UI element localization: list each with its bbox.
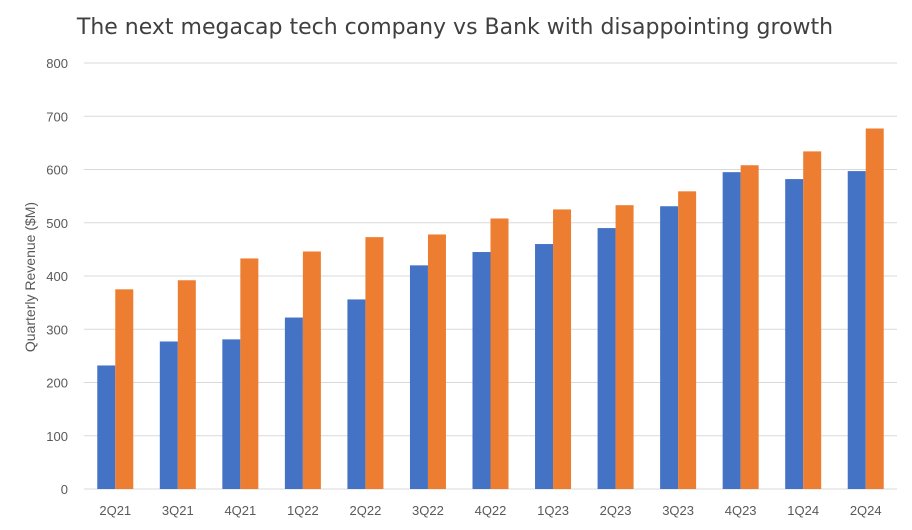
bar-series-2	[302, 251, 321, 489]
bar-series-1	[159, 341, 178, 489]
y-tick-label: 300	[46, 322, 68, 337]
x-tick-label: 2Q23	[600, 503, 632, 518]
bar-series-2	[678, 191, 697, 489]
bar-series-2	[115, 289, 134, 489]
bar-series-2	[803, 151, 822, 489]
x-tick-label: 1Q22	[287, 503, 319, 518]
x-tick-label: 4Q23	[725, 503, 757, 518]
y-tick-label: 600	[46, 163, 68, 178]
x-tick-label: 2Q21	[99, 503, 131, 518]
bar-series-1	[284, 317, 303, 489]
bar-series-1	[847, 171, 866, 489]
y-tick-label: 100	[46, 429, 68, 444]
bar-series-1	[472, 252, 491, 489]
y-tick-label: 800	[46, 56, 68, 71]
x-tick-label: 3Q21	[162, 503, 194, 518]
x-tick-label: 2Q22	[350, 503, 382, 518]
bar-series-2	[553, 209, 572, 489]
x-tick-label: 1Q24	[787, 503, 819, 518]
y-tick-label: 700	[46, 109, 68, 124]
x-tick-label: 4Q22	[475, 503, 507, 518]
x-tick-label: 4Q21	[224, 503, 256, 518]
bar-series-2	[490, 218, 509, 490]
bar-series-2	[365, 237, 384, 489]
bar-series-1	[535, 244, 554, 489]
bar-series-1	[97, 365, 116, 489]
bar-series-2	[740, 165, 759, 490]
bar-series-1	[347, 299, 366, 489]
x-tick-label: 2Q24	[850, 503, 882, 518]
bar-series-1	[785, 179, 804, 489]
y-tick-label: 400	[46, 269, 68, 284]
x-axis-ticks: 2Q21 3Q21 4Q21 1Q22 2Q22 3Q22 4Q22 1Q23 2Q23 3Q23…	[99, 503, 881, 518]
bar-series-1	[722, 172, 741, 489]
bar-series-2	[177, 280, 196, 489]
bar-series-1	[660, 206, 679, 489]
bar-series-2	[865, 128, 884, 489]
bar-series-2	[240, 258, 259, 489]
y-tick-label: 200	[46, 376, 68, 391]
bar-series-2	[427, 234, 446, 489]
chart-title: The next megacap tech company vs Bank wi…	[76, 15, 833, 40]
bars	[97, 128, 884, 490]
y-axis-ticks: 0 100 200 300 400 500 600 700 800	[46, 56, 68, 497]
bar-series-1	[409, 265, 428, 489]
bar-series-2	[615, 205, 634, 490]
x-tick-label: 3Q22	[412, 503, 444, 518]
y-axis-title: Quarterly Revenue ($M)	[22, 202, 38, 352]
bar-series-1	[597, 228, 616, 489]
bar-series-1	[222, 339, 241, 489]
y-tick-label: 500	[46, 216, 68, 231]
x-tick-label: 1Q23	[537, 503, 569, 518]
x-tick-label: 3Q23	[662, 503, 694, 518]
y-tick-label: 0	[61, 482, 68, 497]
